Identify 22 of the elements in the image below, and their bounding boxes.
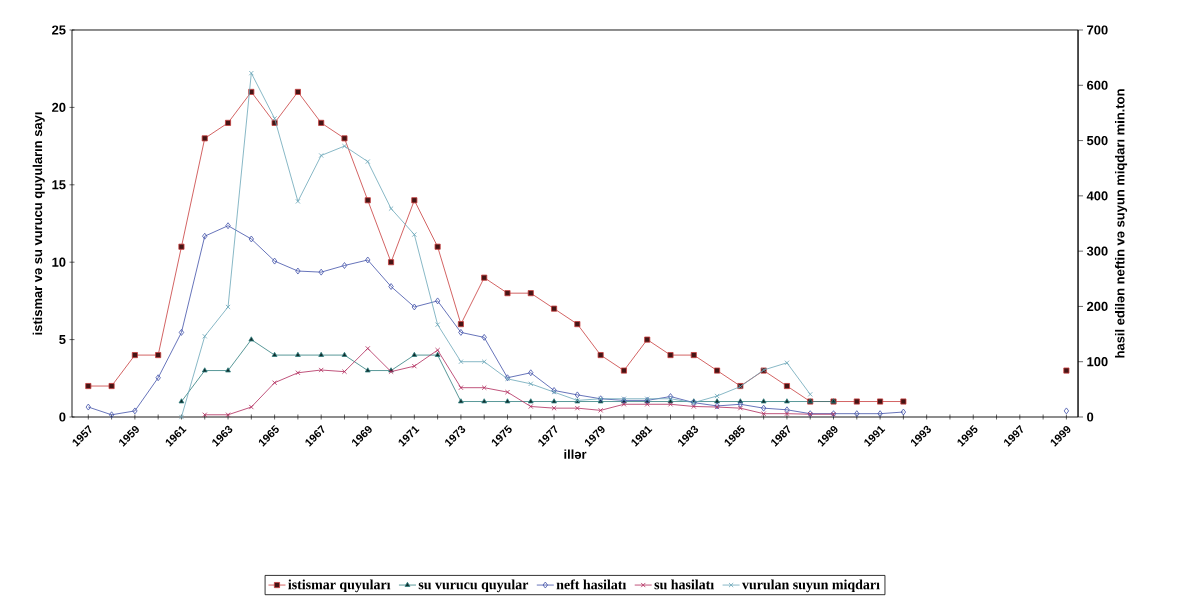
y2-tick-label: 0 (1087, 412, 1094, 422)
legend-label: neft hasilatı (556, 579, 627, 590)
y-tick-label: 15 (52, 180, 66, 190)
legend-label: su hasilatı (654, 579, 714, 590)
y2-tick-label: 200 (1087, 301, 1108, 312)
legend-label: istismar quyuları (288, 579, 391, 593)
y2-tick-label: 700 (1087, 25, 1108, 35)
y-tick-label: 20 (52, 102, 66, 112)
y2-tick-label: 400 (1086, 191, 1108, 201)
y-tick-label: 10 (52, 257, 66, 267)
y2-tick-label: 300 (1086, 246, 1108, 256)
y2-axis-title: hasil edilən neftin və suyun miqdarı min.ton (1115, 89, 1128, 358)
y2-tick-label: 100 (1087, 357, 1108, 367)
y2-tick-label: 500 (1086, 135, 1108, 146)
y-tick-label: 5 (59, 335, 66, 345)
y-tick-label: 25 (52, 25, 66, 35)
legend-label: su vurucu quyular (418, 579, 529, 593)
y-tick-label: 0 (59, 412, 66, 422)
y2-tick-label: 600 (1087, 80, 1108, 90)
y-axis-title: istismar və su vurucu quyuların sayı (32, 112, 45, 335)
legend-label: vurulan suyun miqdarı (741, 579, 880, 593)
x-axis-title: illər (564, 449, 587, 459)
